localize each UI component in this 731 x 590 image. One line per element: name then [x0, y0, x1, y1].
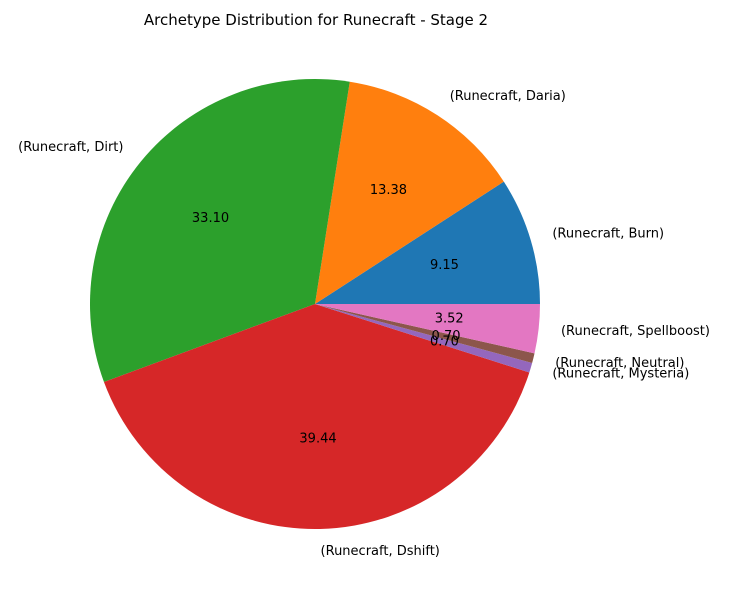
slice-label-runecraft-spellboost: (Runecraft, Spellboost) — [561, 324, 710, 339]
pct-label-runecraft-dshift: 39.44 — [299, 431, 336, 446]
slice-label-runecraft-dshift: (Runecraft, Dshift) — [321, 544, 440, 559]
pct-label-runecraft-spellboost: 3.52 — [435, 311, 464, 326]
pct-label-runecraft-daria: 13.38 — [370, 183, 407, 198]
chart-title: Archetype Distribution for Runecraft - S… — [144, 11, 488, 29]
slice-label-runecraft-dirt: (Runecraft, Dirt) — [18, 140, 123, 155]
slice-label-runecraft-daria: (Runecraft, Daria) — [450, 89, 566, 104]
pie-slices — [90, 79, 540, 529]
pct-label-runecraft-neutral: 0.70 — [432, 329, 461, 344]
pct-label-runecraft-burn: 9.15 — [430, 258, 459, 273]
slice-label-runecraft-burn: (Runecraft, Burn) — [552, 226, 664, 241]
slice-label-runecraft-neutral: (Runecraft, Neutral) — [555, 356, 684, 371]
pct-label-runecraft-dirt: 33.10 — [192, 211, 229, 226]
